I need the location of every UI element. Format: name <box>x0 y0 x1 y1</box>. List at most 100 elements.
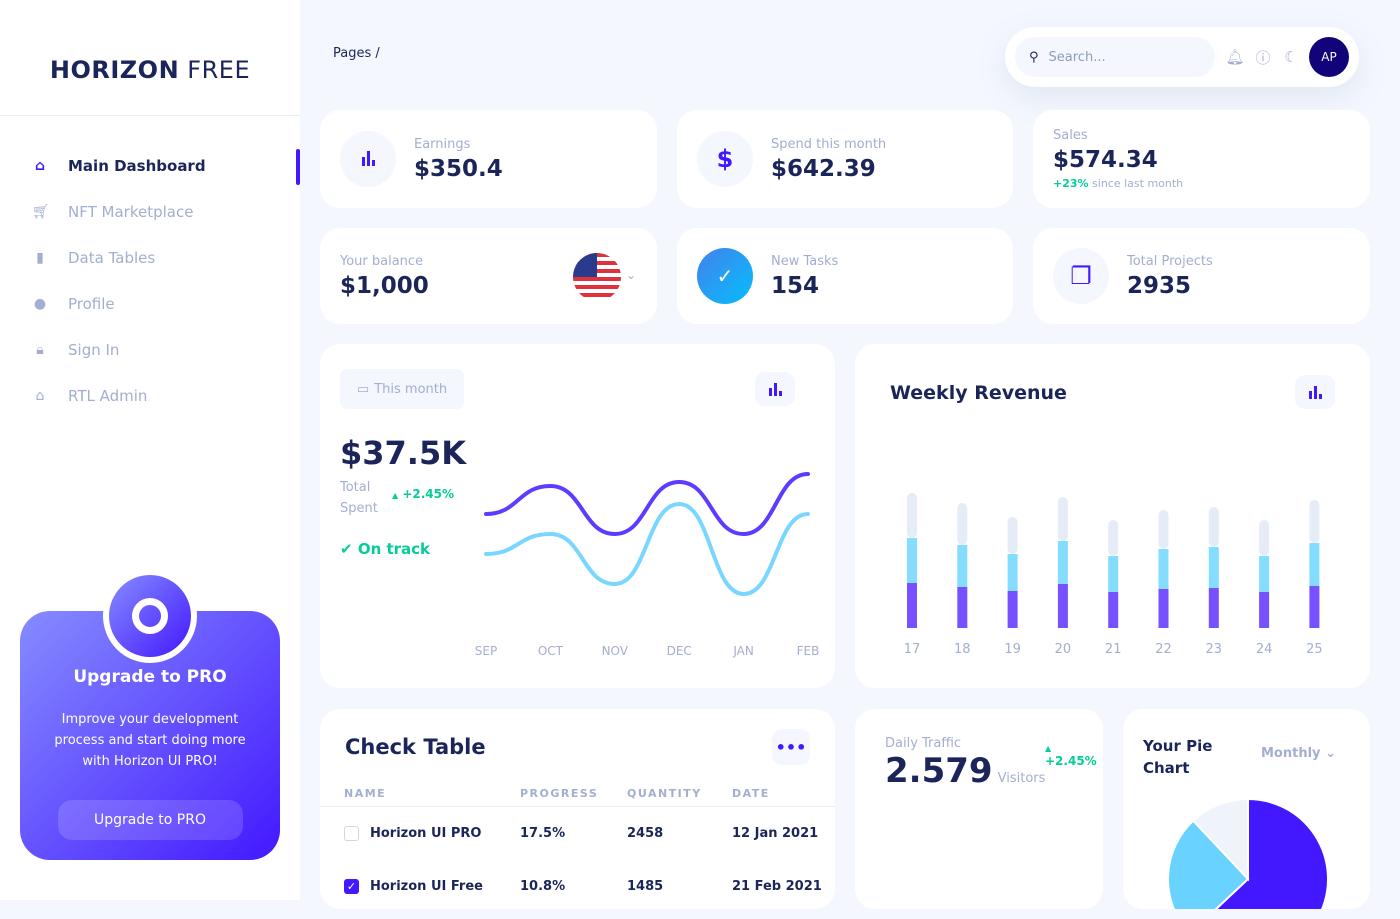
x-tick-label: 22 <box>1155 642 1172 657</box>
earnings-card: Earnings $350.4 <box>320 110 657 208</box>
sidebar-item-rtl-admin[interactable]: ⌂ RTL Admin <box>0 373 300 419</box>
promo-title: Upgrade to PRO <box>73 667 227 687</box>
moon-icon[interactable]: ☾ <box>1284 48 1298 66</box>
sidebar-item-label: NFT Marketplace <box>68 203 194 221</box>
bar-segment <box>1057 584 1068 628</box>
x-tick-label: JAN <box>732 644 754 658</box>
bell-icon[interactable]: 🔔︎ <box>1225 48 1245 66</box>
search-input[interactable] <box>1048 49 1189 65</box>
cell-date: 21 Feb 2021 <box>732 879 822 894</box>
pie-slice <box>1191 797 1249 882</box>
chevron-down-icon[interactable]: ⌄ <box>626 268 637 282</box>
calendar-icon: ▭ <box>356 381 370 397</box>
x-tick-label: 18 <box>954 642 971 657</box>
bar-segment <box>1057 497 1068 541</box>
bar-segment <box>1057 541 1068 584</box>
promo-logo-icon <box>103 569 197 663</box>
pie-slice <box>1167 819 1250 909</box>
bar-segment <box>1158 549 1169 589</box>
x-tick-label: 24 <box>1256 642 1273 657</box>
bar-chart-icon <box>1308 385 1322 399</box>
stat-value: 2935 <box>1127 272 1192 299</box>
check-circle-icon: ✔ <box>340 540 353 558</box>
arrow-up-icon: ▲ <box>392 491 399 500</box>
cart-icon: 🛒︎ <box>32 204 50 220</box>
row-checkbox[interactable] <box>344 826 359 841</box>
card-title: Check Table <box>345 735 486 759</box>
x-tick-label: 25 <box>1306 642 1323 657</box>
spend-card: $ Spend this month $642.39 <box>677 110 1013 208</box>
sidebar-item-sign-in[interactable]: 🔒︎ Sign In <box>0 327 300 373</box>
bar-segment <box>1259 592 1270 628</box>
cell-name: Horizon UI Free <box>370 879 483 894</box>
sidebar-item-data-tables[interactable]: ▮ Data Tables <box>0 235 300 281</box>
file-copy-icon: ❐ <box>1053 248 1109 304</box>
column-header[interactable]: PROGRESS <box>520 787 599 800</box>
stat-label: Your balance <box>340 253 424 269</box>
column-header[interactable]: QUANTITY <box>627 787 702 800</box>
card-title: Weekly Revenue <box>890 382 1067 404</box>
sidebar-item-label: RTL Admin <box>68 387 148 405</box>
avatar[interactable]: AP <box>1309 37 1349 77</box>
card-label: Daily Traffic <box>885 736 962 751</box>
upgrade-button[interactable]: Upgrade to PRO <box>57 800 243 840</box>
bar-segment <box>1108 592 1119 628</box>
bar-segment <box>1259 520 1270 556</box>
column-header[interactable]: NAME <box>344 787 387 800</box>
traffic-value: 2.579 <box>885 751 993 791</box>
stat-label: Earnings <box>414 136 471 152</box>
check-table-card: Check Table ••• NAME PROGRESS QUANTITY D… <box>320 709 835 909</box>
sidebar-item-profile[interactable]: ● Profile <box>0 281 300 327</box>
bar-segment <box>1309 543 1320 586</box>
more-options-button[interactable]: ••• <box>772 729 810 765</box>
home-icon: ⌂ <box>34 158 46 174</box>
x-tick-label: SEP <box>475 644 497 658</box>
column-header[interactable]: DATE <box>732 787 770 800</box>
search-box[interactable]: ⚲ <box>1015 37 1215 77</box>
bar-segment <box>957 503 968 545</box>
stat-label: Total Projects <box>1127 253 1213 269</box>
info-icon[interactable]: ⓘ <box>1255 48 1271 67</box>
chart-options-button[interactable] <box>1295 375 1335 409</box>
logo: HORIZON FREE <box>49 56 251 84</box>
sales-change-text: since last month <box>1092 177 1184 190</box>
card-title: Chart <box>1143 759 1190 777</box>
sidebar-item-nft-marketplace[interactable]: 🛒︎ NFT Marketplace <box>0 189 300 235</box>
bar-segment <box>907 493 917 538</box>
dollar-icon: $ <box>697 131 753 187</box>
x-tick-label: 19 <box>1004 642 1021 657</box>
check-plus-icon: ✓ <box>697 248 753 304</box>
row-checkbox[interactable]: ✓ <box>344 879 359 894</box>
lock-icon: 🔒︎ <box>36 342 44 358</box>
bar-segment <box>1208 547 1219 588</box>
chart-options-button[interactable] <box>755 372 795 406</box>
x-tick-label: 21 <box>1105 642 1122 657</box>
arrow-up-icon: ▲ <box>1045 744 1052 753</box>
bar-segment <box>907 538 917 583</box>
status: On track <box>357 540 431 558</box>
sidebar-item-label: Sign In <box>68 341 120 359</box>
stat-value: $642.39 <box>771 155 876 182</box>
bar-segment <box>1309 586 1320 628</box>
breadcrumb[interactable]: Pages / <box>333 46 380 61</box>
bar-segment <box>1158 589 1169 628</box>
bar-segment <box>957 587 968 628</box>
period-button[interactable]: ▭ This month <box>340 369 464 409</box>
x-tick-label: DEC <box>667 644 692 658</box>
us-flag-icon[interactable] <box>573 253 621 301</box>
sidebar-item-label: Data Tables <box>68 249 156 267</box>
bar-chart: 17 18 19 20 21 22 23 24 25 <box>904 493 1323 657</box>
bar-segment <box>907 583 917 628</box>
weekly-revenue-card: Weekly Revenue 17 18 19 20 21 22 23 24 25 <box>855 344 1370 688</box>
search-icon: ⚲ <box>1029 49 1039 65</box>
sales-change: +23% <box>1053 177 1089 190</box>
pie-slice <box>1214 797 1329 909</box>
divider <box>0 115 300 116</box>
total-spent-card: ▭ This month $37.5K Total Spent ▲ +2.45% ✔… <box>320 344 835 688</box>
period-label: This month <box>374 381 448 397</box>
sidebar-item-main-dashboard[interactable]: ⌂ Main Dashboard <box>0 143 300 189</box>
cell-name: Horizon UI PRO <box>370 826 482 841</box>
change: +2.45% <box>1045 754 1097 768</box>
stat-label: Spend this month <box>771 136 887 152</box>
period-select[interactable]: Monthly ⌄ <box>1261 746 1336 761</box>
